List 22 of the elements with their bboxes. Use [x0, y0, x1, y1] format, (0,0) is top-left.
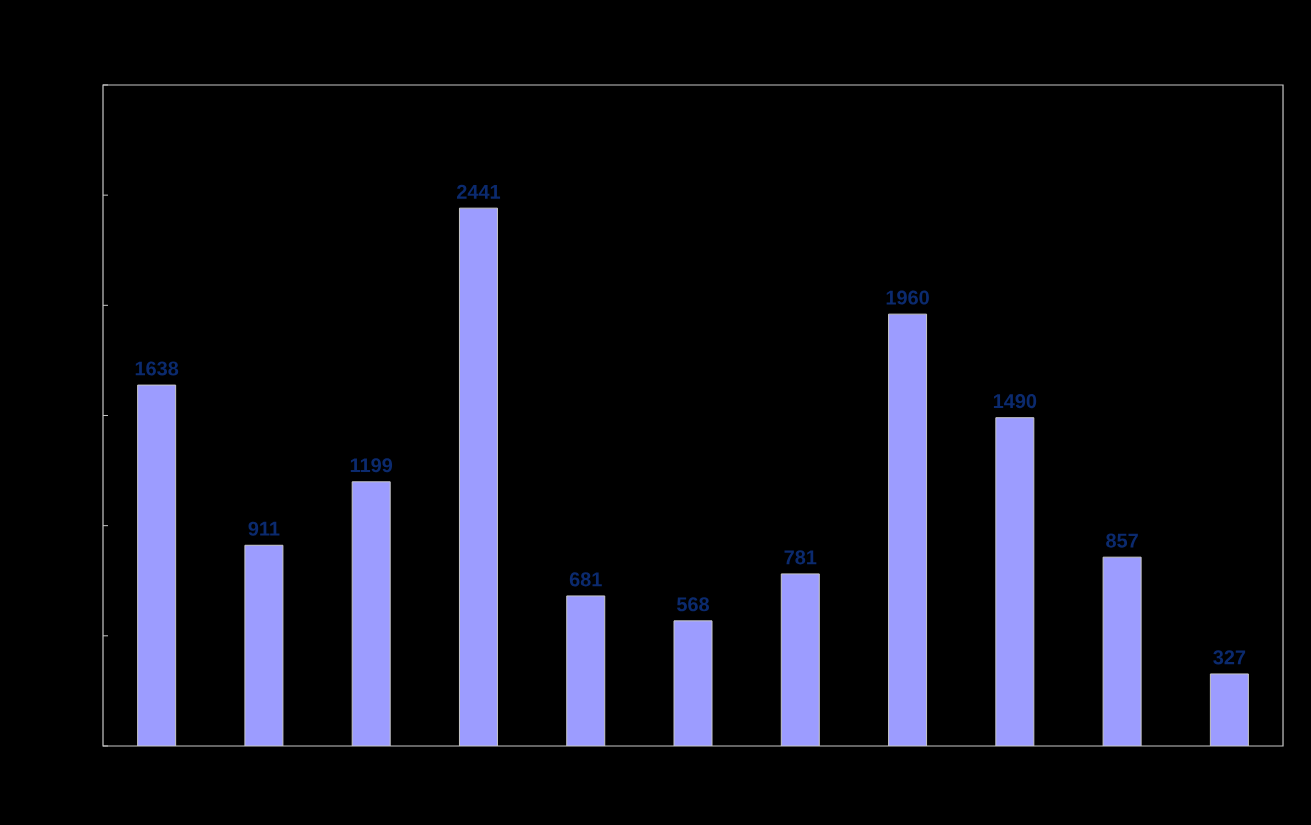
data-label: 1490 — [993, 394, 1037, 409]
data-label: 857 — [1106, 533, 1138, 548]
data-label: 2441 — [456, 184, 501, 199]
data-label: 681 — [569, 572, 602, 587]
bar — [458, 207, 498, 746]
bar — [1209, 673, 1249, 746]
bar — [244, 544, 284, 746]
data-label: 568 — [677, 597, 710, 612]
data-label: 327 — [1213, 650, 1246, 665]
data-label: 1638 — [135, 361, 179, 376]
bar — [673, 620, 713, 746]
data-label: 911 — [248, 521, 280, 536]
data-label: 781 — [784, 550, 817, 565]
bar — [995, 417, 1035, 746]
data-label: 1199 — [350, 458, 393, 473]
data-label: 1960 — [886, 290, 929, 305]
bar — [351, 481, 391, 746]
bar — [137, 384, 177, 746]
bar — [1102, 556, 1142, 746]
bar — [780, 573, 820, 746]
bar — [888, 313, 928, 746]
bar — [566, 595, 606, 746]
